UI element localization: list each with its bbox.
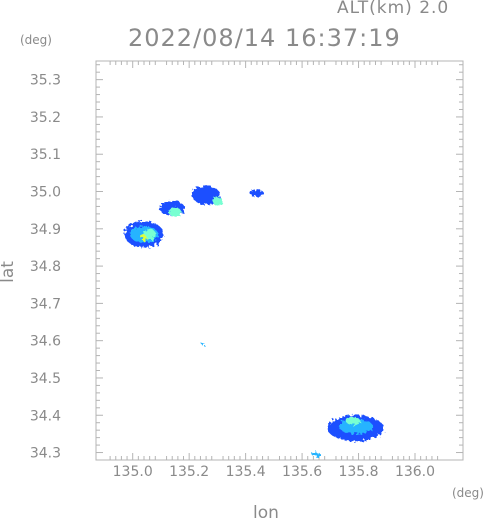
y-tick-label: 34.7 bbox=[30, 296, 61, 312]
y-tick-label: 34.5 bbox=[30, 371, 61, 387]
timestamp-title: 2022/08/14 16:37:19 bbox=[128, 24, 401, 52]
y-tick-label: 35.2 bbox=[30, 110, 61, 126]
radar-echoes bbox=[124, 185, 384, 457]
y-tick-label: 35.0 bbox=[30, 185, 61, 201]
radar-echo-low bbox=[249, 189, 264, 198]
y-tick-label: 35.3 bbox=[30, 73, 61, 89]
radar-echo-mid_low bbox=[311, 452, 321, 457]
y-tick-label: 34.3 bbox=[30, 446, 61, 462]
radar-echo-mid bbox=[212, 196, 223, 206]
y-unit-label: (deg) bbox=[20, 33, 52, 47]
y-tick-label: 34.4 bbox=[30, 408, 61, 424]
x-tick-label: 135.6 bbox=[282, 464, 322, 480]
radar-echo-mid_low bbox=[201, 342, 205, 346]
y-ticks: 34.3 34.4 34.5 34.6 34.7 34.8 34.9 35.0 35.1 35.2… bbox=[30, 64, 463, 462]
x-axis-label: lon bbox=[253, 503, 279, 523]
x-tick-label: 135.4 bbox=[226, 464, 266, 480]
plot-frame bbox=[95, 60, 464, 461]
x-tick-label: 135.0 bbox=[113, 464, 153, 480]
x-unit-label: (deg) bbox=[452, 486, 484, 500]
y-tick-label: 34.8 bbox=[30, 259, 61, 275]
radar-echo-high bbox=[141, 235, 147, 242]
x-ticks: 135.0 135.2 135.4 135.6 135.8 136.0 bbox=[109, 61, 439, 480]
radar-echo-mid bbox=[168, 207, 182, 217]
y-tick-label: 34.9 bbox=[30, 222, 61, 238]
y-tick-label: 35.1 bbox=[30, 147, 61, 163]
x-tick-label: 135.2 bbox=[169, 464, 209, 480]
radar-echo-mid bbox=[345, 417, 360, 425]
x-tick-label: 135.8 bbox=[338, 464, 378, 480]
x-tick-label: 136.0 bbox=[395, 464, 435, 480]
altitude-label: ALT(km) 2.0 bbox=[337, 0, 450, 18]
y-tick-label: 34.6 bbox=[30, 334, 61, 350]
